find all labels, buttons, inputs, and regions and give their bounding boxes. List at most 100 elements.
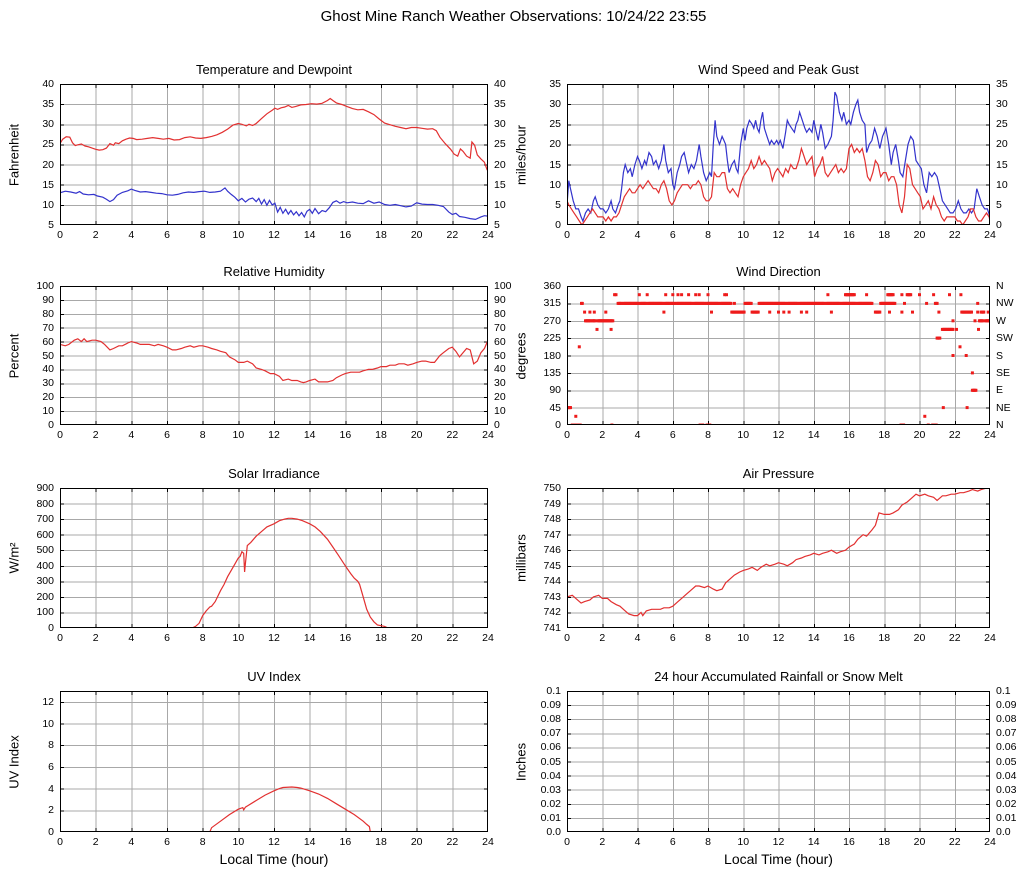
y-tick-label: 0.09 — [540, 698, 561, 711]
right-tick-label: 15 — [996, 158, 1008, 171]
y-tick-label: 746 — [543, 543, 561, 556]
right-tick-label: N — [996, 279, 1004, 292]
x-tick-label: 14 — [303, 632, 316, 644]
y-tick-label: 5 — [555, 198, 561, 211]
x-tick-label: 4 — [634, 632, 641, 644]
x-tick-label: 20 — [410, 632, 423, 644]
right-tick-label: 0.01 — [996, 811, 1017, 824]
x-tick-label: 2 — [599, 229, 606, 241]
right-tick-label: N — [996, 418, 1004, 431]
y-tick-label: 600 — [36, 528, 54, 541]
right-tick-label: SW — [996, 331, 1013, 344]
y-tick-label: 900 — [36, 481, 54, 494]
y-tick-label: 0.05 — [540, 755, 561, 768]
y-tick-label: 10 — [42, 404, 54, 417]
x-tick-label: 22 — [446, 429, 459, 441]
right-tick-label: 0.05 — [996, 755, 1017, 768]
series-pressure — [567, 488, 990, 617]
x-tick-label: 6 — [164, 632, 170, 644]
x-tick-label: 8 — [705, 632, 711, 644]
y-tick-label: 741 — [543, 621, 561, 634]
y-tick-label: 750 — [543, 481, 561, 494]
chart-wind-speed-gust: Wind Speed and Peak Gust miles/hour 0 5 10… — [514, 62, 1008, 240]
y-tick-label: 0.08 — [540, 712, 561, 725]
y-tick-label: 0 — [48, 621, 54, 634]
x-tick-label: 22 — [948, 429, 961, 441]
right-tick-label: 40 — [494, 77, 506, 90]
rainfall-plot — [567, 691, 990, 832]
series-temperature — [60, 97, 488, 171]
chart-relative-humidity: Relative Humidity Percent 0 10 20 30 40 50 60 7… — [7, 264, 512, 440]
x-tick-label: 4 — [128, 229, 135, 241]
x-tick-label: 8 — [199, 429, 206, 441]
y-tick-label: 180 — [543, 349, 561, 362]
y-axis-label: W/m² — [6, 542, 22, 574]
x-tick-label: 8 — [199, 632, 206, 644]
right-tick-label: 35 — [494, 97, 506, 110]
chart-title: 24 hour Accumulated Rainfall or Snow Mel… — [654, 669, 903, 684]
x-tick-label: 2 — [92, 836, 99, 848]
x-tick-label: 24 — [482, 632, 494, 644]
x-tick-label: 20 — [913, 429, 926, 441]
x-tick-label: 10 — [737, 632, 750, 644]
x-tick-label: 6 — [164, 429, 170, 441]
wind-direction-plot — [567, 286, 990, 425]
x-tick-label: 18 — [375, 836, 387, 848]
x-tick-label: 4 — [634, 229, 641, 241]
right-tick-label: 30 — [494, 118, 506, 131]
x-tick-label: 6 — [669, 836, 676, 848]
right-tick-label: 25 — [996, 118, 1008, 131]
y-tick-label: 748 — [543, 512, 561, 525]
x-tick-label: 4 — [128, 632, 135, 644]
right-tick-label: 35 — [996, 77, 1008, 90]
x-tick-label: 16 — [843, 429, 855, 441]
x-tick-label: 24 — [984, 429, 996, 441]
y-tick-label: 90 — [549, 384, 561, 396]
temperature-dewpoint-plot — [60, 84, 488, 225]
x-tick-label: 14 — [807, 632, 820, 644]
y-tick-label: 40 — [42, 77, 54, 90]
x-tick-label: 2 — [92, 229, 99, 241]
chart-wind-direction: Wind Direction degrees 0 45 90 135 180 225 270… — [514, 264, 1014, 440]
right-tick-label: 0.07 — [996, 727, 1017, 740]
y-axis-label: Percent — [6, 333, 22, 378]
y-tick-label: 360 — [543, 279, 561, 292]
right-tick-label: W — [996, 314, 1006, 327]
x-tick-label: 20 — [410, 429, 423, 441]
x-tick-label: 6 — [164, 836, 170, 848]
air-pressure-plot — [567, 488, 990, 628]
right-tick-label: 20 — [996, 138, 1008, 151]
right-tick-label: 10 — [996, 178, 1008, 191]
x-tick-label: 12 — [772, 429, 785, 441]
x-tick-label: 16 — [843, 632, 855, 644]
right-tick-label: 30 — [494, 377, 506, 390]
y-axis-label: UV Index — [6, 734, 22, 789]
right-tick-label: 15 — [494, 178, 506, 191]
x-tick-label: 22 — [948, 632, 961, 644]
x-tick-label: 8 — [199, 229, 206, 241]
x-tick-label: 24 — [482, 836, 494, 848]
y-tick-label: 60 — [42, 335, 54, 348]
x-tick-label: 12 — [268, 836, 280, 848]
x-tick-label: 18 — [878, 429, 891, 441]
y-tick-label: 0.07 — [540, 727, 561, 740]
x-tick-label: 12 — [268, 632, 280, 644]
y-tick-label: 0.02 — [540, 797, 561, 810]
x-tick-label: 14 — [303, 836, 316, 848]
y-tick-label: 700 — [36, 512, 54, 525]
right-tick-label: 30 — [996, 97, 1008, 110]
y-tick-label: 90 — [42, 293, 54, 306]
chart-title: Air Pressure — [742, 466, 815, 481]
y-tick-label: 10 — [549, 178, 561, 191]
y-axis-label: Inches — [513, 742, 529, 781]
right-tick-label: 70 — [494, 321, 506, 334]
x-tick-label: 8 — [199, 836, 206, 848]
y-tick-label: 35 — [42, 97, 54, 110]
y-tick-label: 742 — [543, 606, 561, 619]
right-tick-label: 0.03 — [996, 783, 1017, 796]
y-tick-label: 315 — [543, 297, 561, 310]
x-tick-label: 18 — [375, 229, 387, 241]
x-tick-label: 10 — [737, 836, 750, 848]
y-tick-label: 15 — [549, 158, 561, 171]
